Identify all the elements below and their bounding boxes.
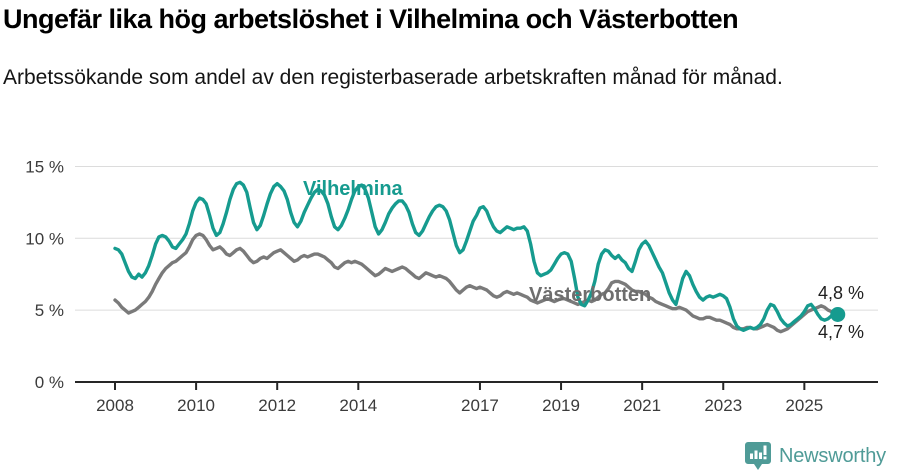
y-tick-label-0: 0 % — [35, 373, 64, 392]
x-tick-label-2021: 2021 — [623, 396, 661, 415]
y-tick-label-10: 10 % — [25, 229, 64, 248]
x-tick-label-2010: 2010 — [177, 396, 215, 415]
series-label-vasterbotten: Västerbotten — [529, 284, 652, 306]
x-tick-label-2012: 2012 — [258, 396, 296, 415]
x-tick-label-2008: 2008 — [96, 396, 134, 415]
x-tick-label-2014: 2014 — [339, 396, 377, 415]
y-tick-label-5: 5 % — [35, 301, 64, 320]
newsworthy-pin-icon — [745, 442, 771, 470]
newsworthy-wordmark: Newsworthy — [779, 444, 886, 467]
end-value-vilhelmina: 4,7 % — [817, 322, 864, 342]
x-tick-label-2019: 2019 — [542, 396, 580, 415]
chart-subtitle: Arbetssökande som andel av den registerb… — [3, 66, 783, 89]
end-value-vasterbotten: 4,8 % — [817, 283, 864, 303]
x-tick-label-2023: 2023 — [704, 396, 742, 415]
series-line-västerbotten — [113, 232, 837, 334]
newsworthy-logo: Newsworthy — [744, 441, 886, 471]
series-label-vilhelmina: Vilhelmina — [303, 178, 403, 200]
x-tick-label-2017: 2017 — [461, 396, 499, 415]
series-line-vilhelmina — [113, 180, 837, 332]
x-tick-label-2025: 2025 — [785, 396, 823, 415]
page-title: Ungefär lika hög arbetslöshet i Vilhelmi… — [3, 4, 739, 34]
end-dot-vilhelmina — [830, 306, 846, 322]
y-tick-label-15: 15 % — [25, 157, 64, 176]
